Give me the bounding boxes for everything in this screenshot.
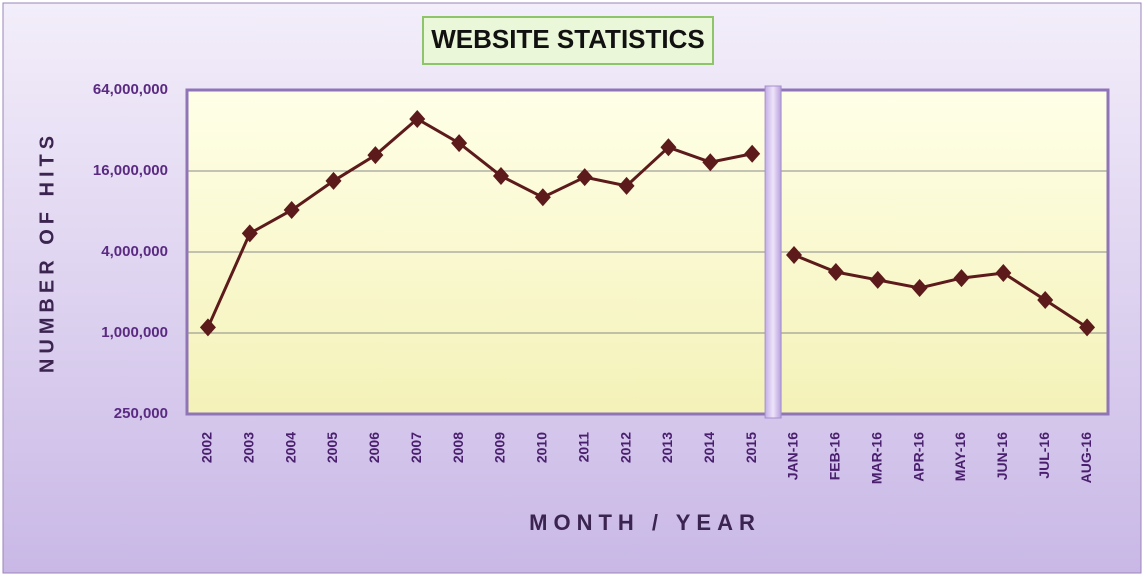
x-tick-label: 2013 (659, 432, 675, 463)
marker (911, 279, 928, 298)
x-tick-label: AUG-16 (1078, 432, 1094, 484)
marker (786, 245, 803, 264)
x-tick-label: 2010 (534, 432, 550, 463)
marker (1037, 290, 1054, 309)
marker (618, 176, 635, 195)
marker (199, 318, 216, 337)
marker (241, 224, 258, 243)
marker (283, 201, 300, 220)
x-tick-label: 2011 (575, 432, 591, 463)
marker (702, 153, 719, 172)
x-tick-label: MAR-16 (868, 432, 884, 484)
marker (744, 144, 761, 163)
y-axis-label: NUMBER OF HITS (36, 131, 58, 373)
marker (492, 166, 509, 185)
x-tick-label: MAY-16 (952, 432, 968, 482)
x-tick-label: 2005 (324, 432, 340, 463)
marker (660, 138, 677, 157)
x-tick-label: 2004 (282, 432, 298, 463)
y-tick-label: 4,000,000 (101, 243, 168, 260)
x-tick-label: JAN-16 (785, 432, 801, 480)
y-tick-label: 250,000 (114, 405, 168, 422)
marker (325, 171, 342, 190)
marker (576, 168, 593, 187)
divider (764, 85, 782, 419)
marker (995, 264, 1012, 283)
marker (451, 134, 468, 153)
x-axis-label: MONTH / YEAR (529, 510, 761, 535)
x-tick-label: FEB-16 (827, 432, 843, 480)
title-box (422, 16, 714, 65)
series-line (206, 117, 753, 329)
marker (409, 109, 426, 128)
marker (534, 188, 551, 207)
chart-title: WEBSITE STATISTICS (431, 24, 704, 54)
y-tick-label: 16,000,000 (93, 162, 168, 179)
x-tick-label: 2012 (617, 432, 633, 463)
marker (827, 263, 844, 282)
x-tick-label: 2003 (240, 432, 256, 463)
x-tick-label: 2014 (701, 432, 717, 463)
x-tick-label: 2002 (199, 432, 215, 463)
x-tick-label: JUN-16 (994, 432, 1010, 480)
x-tick-label: 2009 (492, 432, 508, 463)
x-tick-label: APR-16 (910, 432, 926, 482)
marker (953, 269, 970, 288)
y-tick-label: 1,000,000 (101, 324, 168, 341)
x-tick-label: 2008 (450, 432, 466, 463)
marker (367, 146, 384, 165)
series-line (793, 253, 1088, 329)
marker (869, 270, 886, 289)
x-tick-label: 2006 (366, 432, 382, 463)
y-tick-label: 64,000,000 (93, 81, 168, 98)
x-tick-label: JUL-16 (1036, 432, 1052, 479)
x-tick-label: 2007 (408, 432, 424, 463)
x-tick-label: 2015 (743, 432, 759, 463)
marker (1079, 318, 1096, 337)
